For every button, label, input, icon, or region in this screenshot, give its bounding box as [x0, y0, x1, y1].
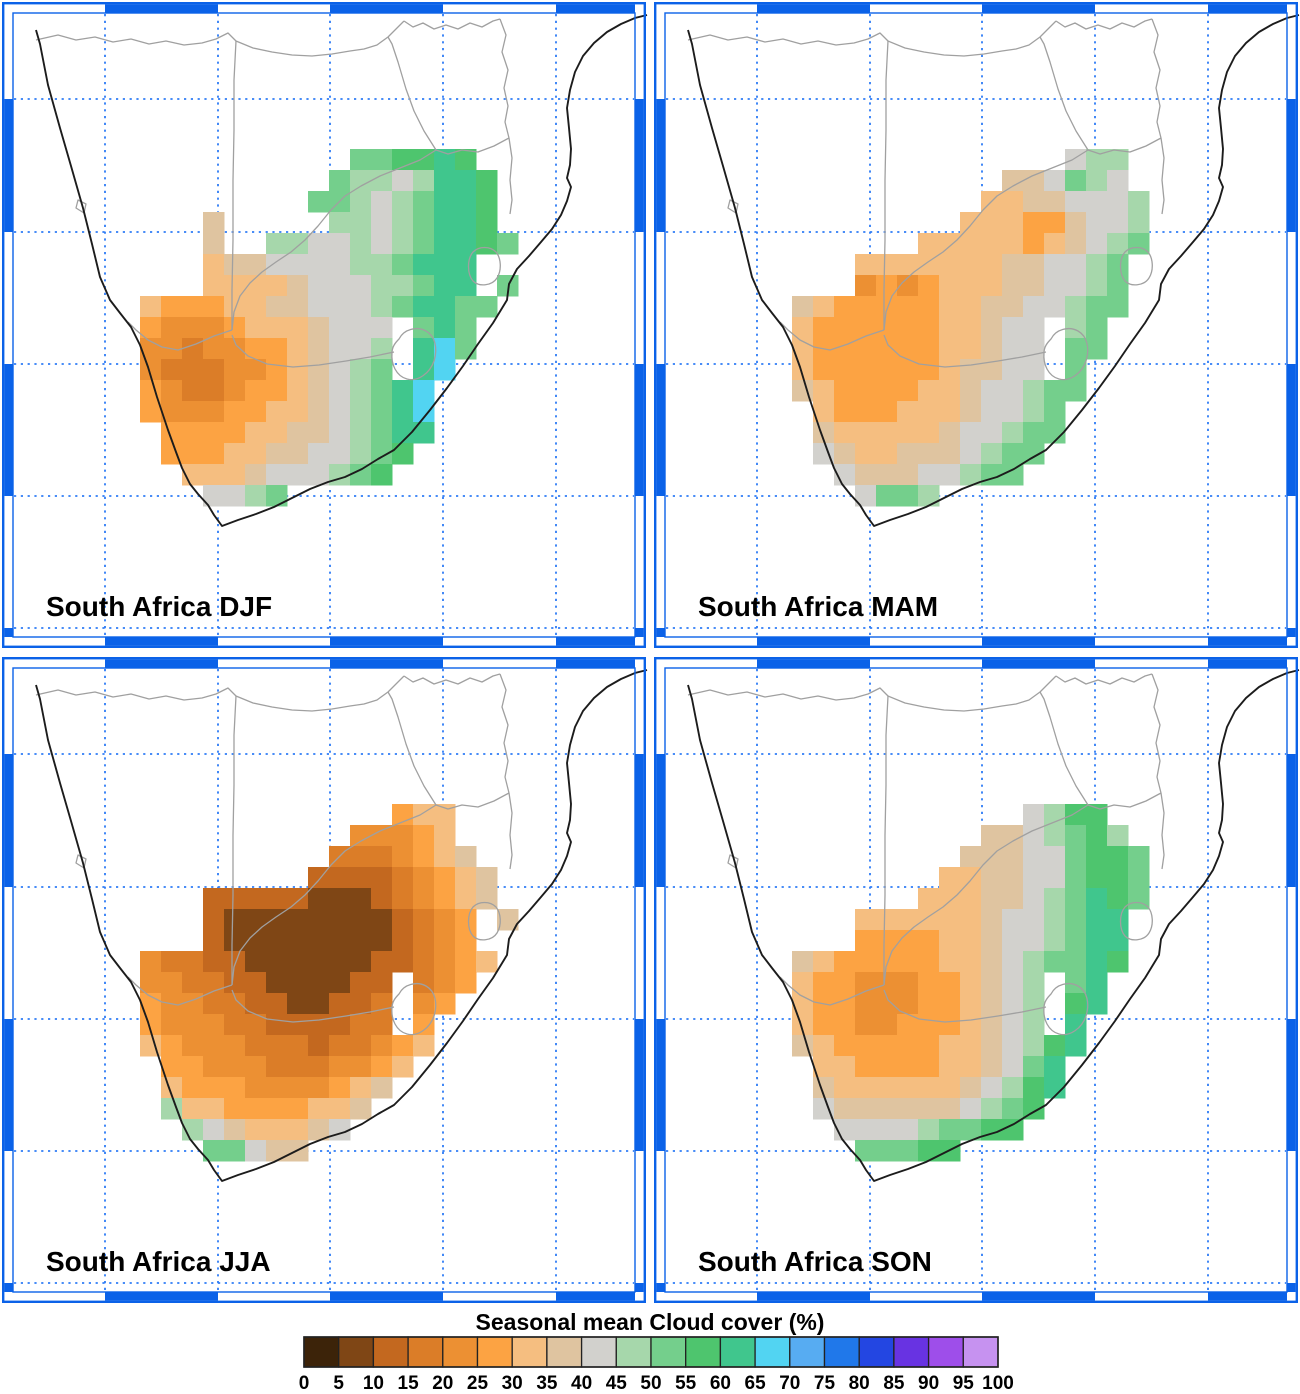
colorbar-segment: [823, 1336, 860, 1368]
map-frame: [2, 657, 646, 1303]
colorbar-segment: [719, 1336, 756, 1368]
map-frame: [654, 2, 1298, 648]
panel-jja: South Africa JJA: [0, 655, 648, 1305]
cloud-cover-cells: [140, 804, 519, 1162]
country-borders: [687, 18, 1165, 381]
colorbar-segment: [858, 1336, 895, 1368]
colorbar-tick-label: 50: [640, 1373, 662, 1394]
colorbar: [303, 1336, 999, 1368]
graticule: [14, 14, 634, 636]
panel-djf: South Africa DJF: [0, 0, 648, 650]
map-frame: [654, 657, 1298, 1303]
swaziland-outline: [467, 246, 501, 286]
panel-son: South Africa SON: [652, 655, 1300, 1305]
colorbar-segment: [650, 1336, 687, 1368]
colorbar-segment: [927, 1336, 964, 1368]
lesotho-outline: [1043, 983, 1089, 1036]
colorbar-segment: [789, 1336, 826, 1368]
colorbar-segment: [615, 1336, 652, 1368]
colorbar-tick-label: 80: [848, 1373, 870, 1394]
coastline: [35, 669, 648, 1182]
panel-title-djf: South Africa DJF: [46, 591, 273, 622]
colorbar-tick-label: 15: [397, 1373, 419, 1394]
colorbar-segment: [407, 1336, 444, 1368]
colorbar-tick-label: 85: [883, 1373, 905, 1394]
swaziland-outline: [467, 901, 501, 941]
colorbar-tick-label: 45: [605, 1373, 627, 1394]
colorbar-segment: [893, 1336, 930, 1368]
lesotho-outline: [391, 328, 437, 381]
country-borders: [35, 673, 513, 1036]
panel-mam: South Africa MAM: [652, 0, 1300, 650]
panel-title-son: South Africa SON: [698, 1246, 932, 1277]
lesotho-outline: [391, 983, 437, 1036]
colorbar-tick-label: 75: [813, 1373, 836, 1394]
colorbar-segment: [546, 1336, 583, 1368]
colorbar-title: Seasonal mean Cloud cover (%): [475, 1309, 825, 1335]
cloud-cover-cells: [140, 149, 519, 507]
lesotho-outline: [1043, 328, 1089, 381]
graticule: [666, 669, 1286, 1291]
panel-title-jja: South Africa JJA: [46, 1246, 271, 1277]
colorbar-segment: [754, 1336, 791, 1368]
map-jja: [2, 657, 648, 1303]
colorbar-tick-label: 25: [466, 1373, 489, 1394]
graticule: [14, 669, 634, 1291]
cloud-cover-cells: [792, 804, 1150, 1162]
colorbar-tick-label: 5: [333, 1373, 344, 1394]
coastline: [35, 14, 648, 527]
colorbar-tick-label: 90: [918, 1373, 940, 1394]
colorbar-tick-label: 20: [432, 1373, 454, 1394]
colorbar-tick-label: 60: [709, 1373, 731, 1394]
colorbar-segment: [303, 1336, 340, 1368]
colorbar-segment: [476, 1336, 513, 1368]
colorbar-tick-labels: 0 5 10 15 20 25 30 35 40 45 50 55 60 65 70 75 80 85 90 95 10…: [0, 1373, 1300, 1394]
panel-title-mam: South Africa MAM: [698, 591, 939, 622]
coastline: [687, 669, 1300, 1182]
colorbar-segment: [442, 1336, 479, 1368]
colorbar-tick-label: 10: [362, 1373, 384, 1394]
colorbar-tick-label: 30: [501, 1373, 523, 1394]
colorbar-segment: [685, 1336, 722, 1368]
colorbar-segment: [962, 1336, 999, 1368]
colorbar-segment: [338, 1336, 375, 1368]
colorbar-segment: [372, 1336, 409, 1368]
cloud-cover-cells: [792, 149, 1150, 507]
map-son: [654, 657, 1300, 1303]
colorbar-tick-label: 70: [779, 1373, 801, 1394]
map-djf: [2, 2, 648, 648]
colorbar-tick-label: 0: [298, 1373, 310, 1394]
colorbar-tick-label: 100: [982, 1373, 1014, 1394]
colorbar-tick-label: 95: [952, 1373, 974, 1394]
colorbar-tick-label: 55: [675, 1373, 697, 1394]
map-mam: [654, 2, 1300, 648]
colorbar-segment: [511, 1336, 548, 1368]
colorbar-tick-label: 35: [536, 1373, 558, 1394]
coastline: [687, 14, 1300, 527]
colorbar-tick-label: 40: [571, 1373, 593, 1394]
colorbar-segment: [580, 1336, 617, 1368]
map-frame: [2, 2, 646, 648]
graticule: [666, 14, 1286, 636]
swaziland-outline: [1119, 901, 1153, 941]
swaziland-outline: [1119, 246, 1153, 286]
colorbar-tick-label: 65: [744, 1373, 766, 1394]
country-borders: [35, 18, 513, 381]
